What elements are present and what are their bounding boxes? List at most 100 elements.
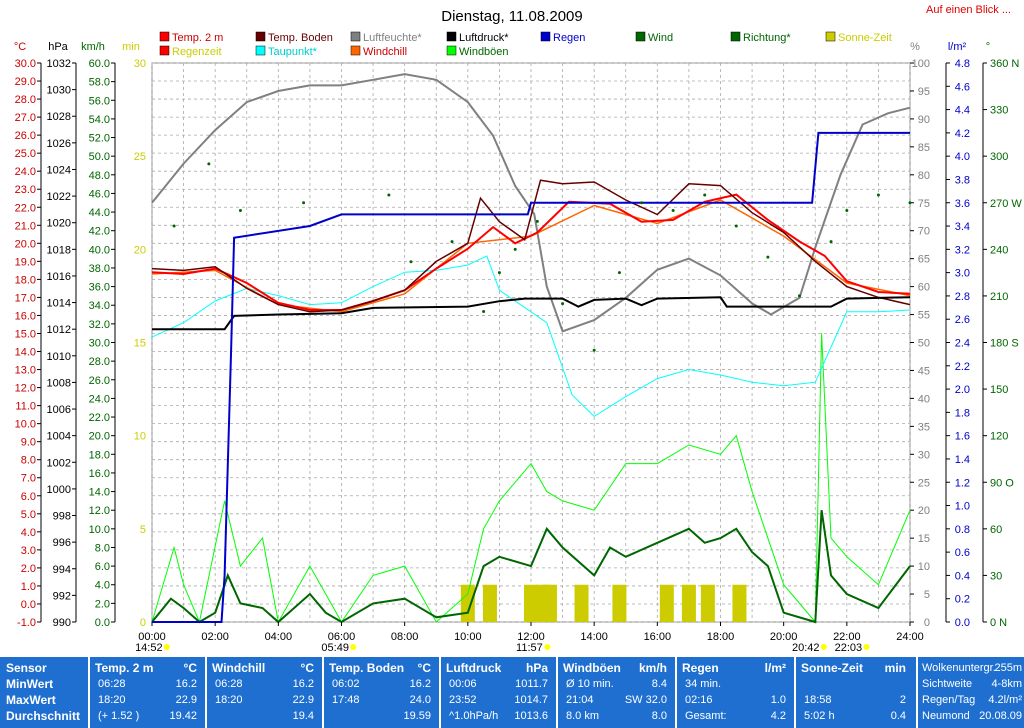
legend-label: Wind bbox=[648, 32, 673, 44]
direction-point bbox=[207, 162, 211, 166]
tick-label-rain: 1.2 bbox=[955, 477, 970, 489]
cell-value: SW 32.0 bbox=[624, 694, 667, 706]
series-regen bbox=[152, 131, 910, 623]
tick-label-direction: 30 bbox=[990, 570, 1002, 582]
time-label: 18:00 bbox=[707, 631, 735, 643]
tick-label-humidity: 65 bbox=[918, 254, 930, 266]
tick-label-rain: 0.4 bbox=[955, 570, 970, 582]
tick-label-wind: 0.0 bbox=[95, 617, 110, 629]
tick-label-pressure: 992 bbox=[53, 590, 71, 602]
legend-swatch bbox=[350, 45, 361, 56]
tick-label-pressure: 1016 bbox=[47, 271, 71, 283]
tick-label-pressure: 1008 bbox=[47, 377, 71, 389]
plot-area bbox=[151, 73, 912, 624]
series-luftfeuchte- bbox=[151, 73, 911, 333]
axis-unit-wind: km/h bbox=[81, 41, 105, 53]
legend-swatch bbox=[446, 45, 457, 56]
cell-value: 22.9 bbox=[175, 694, 197, 706]
tick-label-rain: 0.6 bbox=[955, 547, 970, 559]
tick-label-direction: 90 O bbox=[990, 477, 1014, 489]
time-label: 24:00 bbox=[896, 631, 924, 643]
tick-label-pressure: 1028 bbox=[47, 111, 71, 123]
cell-label: Ø 10 min. bbox=[566, 678, 614, 690]
tick-label-temp: 24.0 bbox=[15, 166, 36, 178]
tick-label-rain: 3.8 bbox=[955, 174, 970, 186]
cell-value: 4.2 bbox=[770, 710, 786, 722]
tick-label-rain: 2.4 bbox=[955, 338, 970, 350]
tick-label-rain: 2.6 bbox=[955, 314, 970, 326]
axis-unit-pressure: hPa bbox=[48, 41, 68, 53]
time-label: 20:00 bbox=[770, 631, 798, 643]
direction-point bbox=[845, 209, 849, 213]
direction-point bbox=[908, 201, 912, 205]
tick-label-temp: 17.0 bbox=[15, 292, 36, 304]
tick-label-temp: 5.0 bbox=[21, 509, 36, 521]
cell-label: Gesamt: bbox=[685, 710, 727, 722]
series-luftdruck- bbox=[152, 296, 911, 331]
legend-label: Temp. Boden bbox=[268, 32, 333, 44]
tick-label-rain: 2.2 bbox=[955, 361, 970, 373]
tick-label-temp: 22.0 bbox=[15, 202, 36, 214]
tick-label-pressure: 994 bbox=[53, 564, 71, 576]
direction-point bbox=[535, 219, 539, 223]
extra-row: Sichtweite 4-8km bbox=[922, 678, 1022, 690]
tick-label-pressure: 998 bbox=[53, 511, 71, 523]
tick-label-temp: 28.0 bbox=[15, 94, 36, 106]
tick-label-pressure: 1000 bbox=[47, 484, 71, 496]
row-label-min: MinWert bbox=[6, 677, 54, 691]
tick-label-direction: 270 W bbox=[990, 198, 1022, 210]
tick-label-wind: 12.0 bbox=[89, 505, 110, 517]
direction-point bbox=[617, 271, 621, 275]
direction-point bbox=[238, 209, 242, 213]
cell-label: 8.0 km bbox=[566, 710, 600, 722]
separator bbox=[88, 657, 90, 728]
cell-value: 19.42 bbox=[169, 710, 197, 722]
tick-label-pressure: 1006 bbox=[47, 404, 71, 416]
legend-label: Luftfeuchte* bbox=[363, 32, 422, 44]
col-header: Windböen bbox=[563, 661, 621, 675]
tick-label-wind: 60.0 bbox=[89, 58, 110, 70]
tick-label-pressure: 1012 bbox=[47, 324, 71, 336]
tick-label-temp: 7.0 bbox=[21, 473, 36, 485]
sun-icon bbox=[820, 644, 827, 650]
tick-label-wind: 8.0 bbox=[95, 542, 110, 554]
time-label: 12:00 bbox=[517, 631, 545, 643]
row-label-max: MaxWert bbox=[6, 693, 56, 707]
tick-label-temp: 3.0 bbox=[21, 545, 36, 557]
tick-label-temp: 8.0 bbox=[21, 455, 36, 467]
direction-point bbox=[497, 271, 501, 275]
tick-label-direction: 300 bbox=[990, 151, 1008, 163]
time-label: 04:00 bbox=[265, 631, 293, 643]
cell-value: 16.2 bbox=[409, 678, 431, 690]
col-header: Sonne-Zeit bbox=[801, 661, 863, 675]
legend-swatch bbox=[159, 31, 170, 42]
summary-col-druck: Luftdruck hPa 00:06 1011.7 23:52 1014.7 ^1.0hP… bbox=[441, 657, 556, 728]
col-unit: °C bbox=[300, 661, 314, 675]
direction-point bbox=[876, 193, 880, 197]
separator bbox=[675, 657, 677, 728]
tick-label-rain: 1.4 bbox=[955, 454, 970, 466]
tick-label-temp: 19.0 bbox=[15, 256, 36, 268]
direction-point bbox=[671, 209, 675, 213]
separator bbox=[916, 657, 918, 728]
series-taupunkt- bbox=[151, 255, 911, 418]
tick-label-temp: 30.0 bbox=[15, 58, 36, 70]
tick-label-wind: 54.0 bbox=[89, 114, 110, 126]
direction-point bbox=[561, 302, 565, 306]
tick-label-humidity: 55 bbox=[918, 310, 930, 322]
tick-label-humidity: 45 bbox=[918, 365, 930, 377]
cell-label: 17:48 bbox=[332, 694, 360, 706]
tick-label-temp: 9.0 bbox=[21, 437, 36, 449]
time-label: 10:00 bbox=[454, 631, 482, 643]
cell-value: 1011.7 bbox=[515, 678, 548, 690]
tick-label-humidity: 80 bbox=[918, 170, 930, 182]
overview-link[interactable]: Auf einen Blick ... bbox=[926, 4, 1011, 16]
legend-swatch bbox=[350, 31, 361, 42]
row-label-avg: Durchschnitt bbox=[6, 709, 81, 723]
sun-event-label: 22:03 bbox=[835, 642, 863, 654]
tick-label-wind: 6.0 bbox=[95, 561, 110, 573]
summary-col-chill: Windchill °C 06:28 16.2 18:20 22.9 19.4 bbox=[207, 657, 322, 728]
tick-label-temp: 14.0 bbox=[15, 347, 36, 359]
tick-label-wind: 36.0 bbox=[89, 282, 110, 294]
direction-point bbox=[513, 247, 517, 251]
